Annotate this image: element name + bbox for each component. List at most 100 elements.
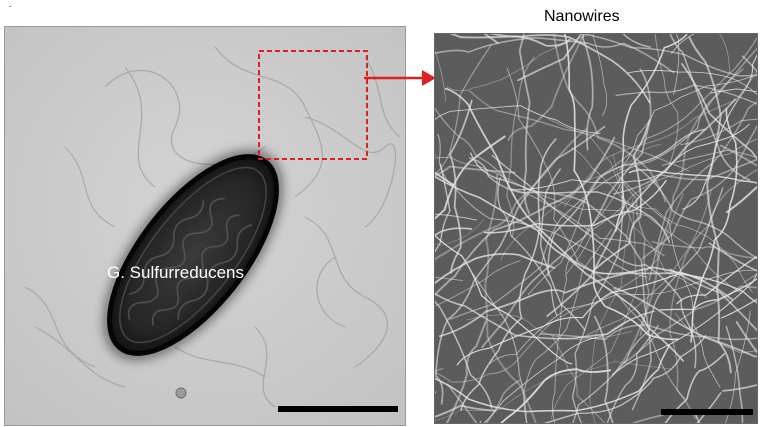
nanowire-fiber xyxy=(435,253,556,284)
nanowire-fiber xyxy=(617,174,650,337)
nanowire-fiber xyxy=(627,70,757,95)
nanowire-fiber xyxy=(669,268,757,332)
roi-box xyxy=(258,50,368,160)
nanowire-fiber xyxy=(435,105,601,134)
nanowire-fiber xyxy=(449,34,571,47)
nanowire-fiber xyxy=(582,34,594,151)
nanowire-fiber xyxy=(435,44,492,176)
nanowire-fiber xyxy=(517,34,583,82)
nanowire-fiber xyxy=(489,269,757,364)
nanowires-micrograph xyxy=(434,33,758,424)
nanowire-fiber xyxy=(435,36,675,74)
nanowire-fiber xyxy=(571,195,624,423)
nanowire-fiber xyxy=(620,177,721,388)
nanowire-fiber xyxy=(690,108,738,343)
nanowire-fiber xyxy=(466,314,632,340)
nanowire-fiber xyxy=(661,149,757,166)
nanowire-fiber xyxy=(708,242,757,272)
nanowire-fiber xyxy=(449,47,757,320)
filaments xyxy=(24,46,401,408)
nanowire-fiber xyxy=(719,34,730,73)
nanowire-fiber xyxy=(633,164,757,259)
nanowire-fiber xyxy=(614,286,757,358)
nanowire-fiber xyxy=(539,168,586,331)
nanowire-fiber xyxy=(518,34,531,214)
nanowire-fiber xyxy=(564,34,679,341)
nanowire-fiber xyxy=(592,34,608,117)
nanowire-fiber xyxy=(615,84,757,105)
nanowire-fiber xyxy=(725,310,751,423)
nanowire-fiber xyxy=(444,87,703,280)
nanowire-fiber xyxy=(551,334,606,423)
nanowire-fiber xyxy=(437,133,648,278)
nanowire-fiber xyxy=(571,147,753,293)
nanowire-fiber xyxy=(435,156,743,294)
nanowire-fiber xyxy=(449,99,473,274)
nanowire-fiber xyxy=(565,138,757,275)
nanowire-fiber xyxy=(489,34,651,104)
nanowire-fiber xyxy=(484,173,537,423)
nanowire-fiber xyxy=(606,324,659,423)
particle xyxy=(175,387,187,399)
nanowire-fiber xyxy=(510,123,750,191)
nanowire-fiber xyxy=(435,163,451,253)
nanowire-fiber xyxy=(527,37,757,296)
cell-micrograph: G. Sulfurreducens xyxy=(4,26,406,426)
nanowire-fiber xyxy=(659,278,757,311)
nanowire-fiber xyxy=(591,119,651,273)
nanowire-fiber xyxy=(435,344,671,413)
nanowire-fiber xyxy=(435,292,655,340)
nanowire-fiber xyxy=(472,273,527,423)
nanowire-fiber xyxy=(469,157,652,411)
nanowire-fiber xyxy=(483,320,628,423)
nanowire-fiber xyxy=(435,404,497,418)
nanowire-fiber xyxy=(681,62,757,160)
cell-label: G. Sulfurreducens xyxy=(107,263,245,282)
nanowire-fiber xyxy=(546,98,737,317)
nanowire-fiber xyxy=(553,34,667,203)
scale-bar-left xyxy=(278,406,398,412)
nanowire-fiber xyxy=(435,125,606,405)
nanowire-fiber xyxy=(446,34,592,92)
nanowires-title: Nanowires xyxy=(544,8,620,25)
nanowire-fiber xyxy=(651,241,757,260)
nanowires-image xyxy=(435,34,757,423)
nanowire-fiber xyxy=(500,368,612,423)
nanowire-fiber xyxy=(628,169,757,184)
nanowire-fiber xyxy=(543,334,707,423)
nanowire-fiber xyxy=(676,255,757,305)
nanowire-fiber xyxy=(506,67,686,400)
nanowire-fiber xyxy=(497,177,558,316)
nanowire-fiber xyxy=(725,325,744,423)
nanowire-fiber xyxy=(585,189,712,337)
nanowire-fiber xyxy=(506,56,535,238)
nanowire-fiber xyxy=(469,152,671,243)
nanowire-fiber xyxy=(445,320,487,423)
nanowire-fibers xyxy=(435,34,757,423)
nanowire-fiber xyxy=(614,34,688,232)
nanowire-fiber xyxy=(654,34,679,167)
nanowire-fiber xyxy=(641,124,757,260)
nanowire-fiber xyxy=(648,100,757,281)
nanowire-fiber xyxy=(623,285,757,364)
nanowire-fiber xyxy=(680,118,757,146)
nanowire-fiber xyxy=(571,187,724,423)
nanowire-fiber xyxy=(435,135,506,220)
nanowire-fiber xyxy=(612,272,757,376)
nanowire-fiber xyxy=(435,165,516,177)
nanowire-fiber xyxy=(507,34,585,142)
nanowire-fiber xyxy=(435,361,671,422)
bacterium-cell xyxy=(104,151,282,359)
nanowire-fiber xyxy=(438,271,733,338)
nanowire-fiber xyxy=(485,379,521,423)
nanowire-fiber xyxy=(435,300,493,409)
nanowire-fiber xyxy=(435,260,521,307)
zoom-arrow xyxy=(364,70,436,86)
nanowire-fiber xyxy=(435,175,684,362)
scale-bar-right xyxy=(661,409,753,415)
nanowire-fiber xyxy=(682,53,757,210)
cell-micrograph-image xyxy=(5,27,405,425)
nanowire-fiber xyxy=(539,324,757,341)
nanowire-fiber xyxy=(552,184,621,423)
nanowire-fiber xyxy=(483,179,667,234)
